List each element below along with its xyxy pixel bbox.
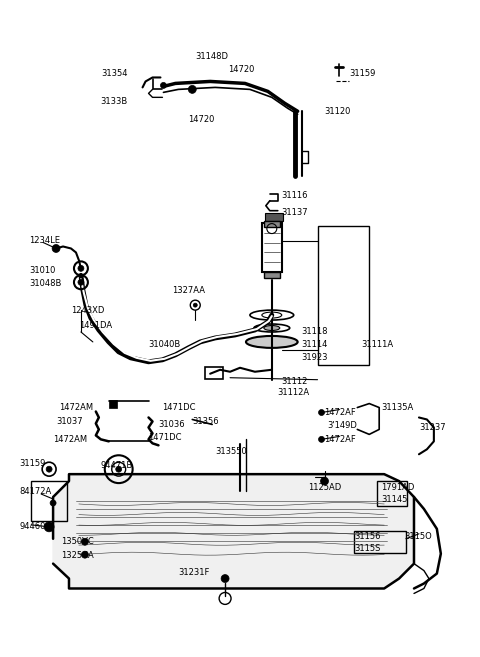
Bar: [377, 481, 407, 506]
Text: 1471DC: 1471DC: [148, 433, 182, 442]
Circle shape: [44, 522, 54, 532]
Text: 31010: 31010: [29, 266, 56, 275]
Text: 31037: 31037: [56, 417, 83, 426]
Ellipse shape: [246, 336, 298, 348]
Text: 94471B: 94471B: [101, 461, 133, 470]
Text: 31112: 31112: [282, 377, 308, 386]
Text: 14720: 14720: [188, 115, 215, 124]
Text: 1491DA: 1491DA: [79, 321, 112, 330]
Text: 31237: 31237: [419, 423, 445, 432]
Text: 1243XD: 1243XD: [71, 306, 104, 315]
Bar: [264, 273, 280, 279]
Circle shape: [52, 244, 60, 252]
Text: 31116: 31116: [282, 191, 308, 200]
Circle shape: [193, 303, 197, 307]
Circle shape: [46, 466, 52, 472]
Text: 31159: 31159: [349, 69, 376, 78]
Text: 31923: 31923: [301, 353, 328, 362]
Text: 1471DC: 1471DC: [162, 403, 196, 412]
Text: 1234LE: 1234LE: [29, 236, 60, 245]
Bar: [31, 481, 67, 521]
Text: 31159: 31159: [19, 459, 46, 468]
Bar: [109, 399, 117, 407]
Circle shape: [82, 551, 88, 558]
Text: 84172A: 84172A: [19, 487, 51, 495]
Circle shape: [160, 82, 167, 89]
Text: 1472AM: 1472AM: [59, 403, 93, 412]
Text: 31354: 31354: [101, 69, 128, 78]
Text: 31112A: 31112A: [278, 388, 310, 397]
Text: 31148D: 31148D: [195, 52, 228, 61]
Text: 31231F: 31231F: [179, 568, 210, 577]
Circle shape: [78, 279, 84, 285]
Circle shape: [319, 436, 324, 442]
Text: 31118: 31118: [301, 327, 328, 336]
Text: 3'149D: 3'149D: [327, 421, 358, 430]
Bar: [354, 531, 406, 553]
Bar: [265, 213, 283, 221]
Text: 31111A: 31111A: [361, 340, 394, 350]
Text: 1125AD: 1125AD: [308, 483, 341, 491]
Circle shape: [82, 538, 88, 545]
Text: 31120: 31120: [324, 107, 351, 116]
Text: 94460: 94460: [19, 522, 46, 532]
Bar: [318, 225, 369, 365]
Text: 1472AM: 1472AM: [53, 435, 87, 444]
Text: 313550: 313550: [215, 447, 247, 456]
Text: 1350VC: 1350VC: [61, 537, 94, 546]
Ellipse shape: [264, 325, 280, 330]
Circle shape: [78, 265, 84, 271]
Text: 1791AD: 1791AD: [381, 483, 415, 491]
Text: 3115S: 3115S: [354, 544, 381, 553]
Text: 14720: 14720: [228, 65, 254, 74]
Circle shape: [319, 409, 324, 415]
Circle shape: [221, 575, 229, 583]
Bar: [205, 367, 223, 378]
Text: 3133B: 3133B: [100, 97, 128, 106]
Text: 1325CA: 1325CA: [61, 551, 94, 560]
Text: 31135A: 31135A: [381, 403, 413, 412]
Bar: [262, 223, 282, 273]
Circle shape: [116, 466, 122, 472]
Text: 31040B: 31040B: [148, 340, 181, 350]
Text: 31036: 31036: [158, 420, 185, 429]
Text: 31048B: 31048B: [29, 279, 61, 288]
Text: 31114: 31114: [301, 340, 328, 350]
Circle shape: [321, 477, 328, 485]
Text: 31156: 31156: [354, 532, 381, 541]
Text: 3115O: 3115O: [404, 532, 432, 541]
Text: 1472AF: 1472AF: [324, 408, 356, 417]
Polygon shape: [53, 474, 414, 589]
Text: 1472AF: 1472AF: [324, 435, 356, 444]
Circle shape: [188, 85, 196, 93]
Bar: [264, 221, 280, 227]
Text: 31145: 31145: [381, 495, 408, 503]
Text: 31137: 31137: [282, 208, 308, 217]
Text: 1327AA: 1327AA: [172, 286, 205, 295]
Text: 31356: 31356: [192, 417, 219, 426]
Circle shape: [50, 500, 56, 506]
